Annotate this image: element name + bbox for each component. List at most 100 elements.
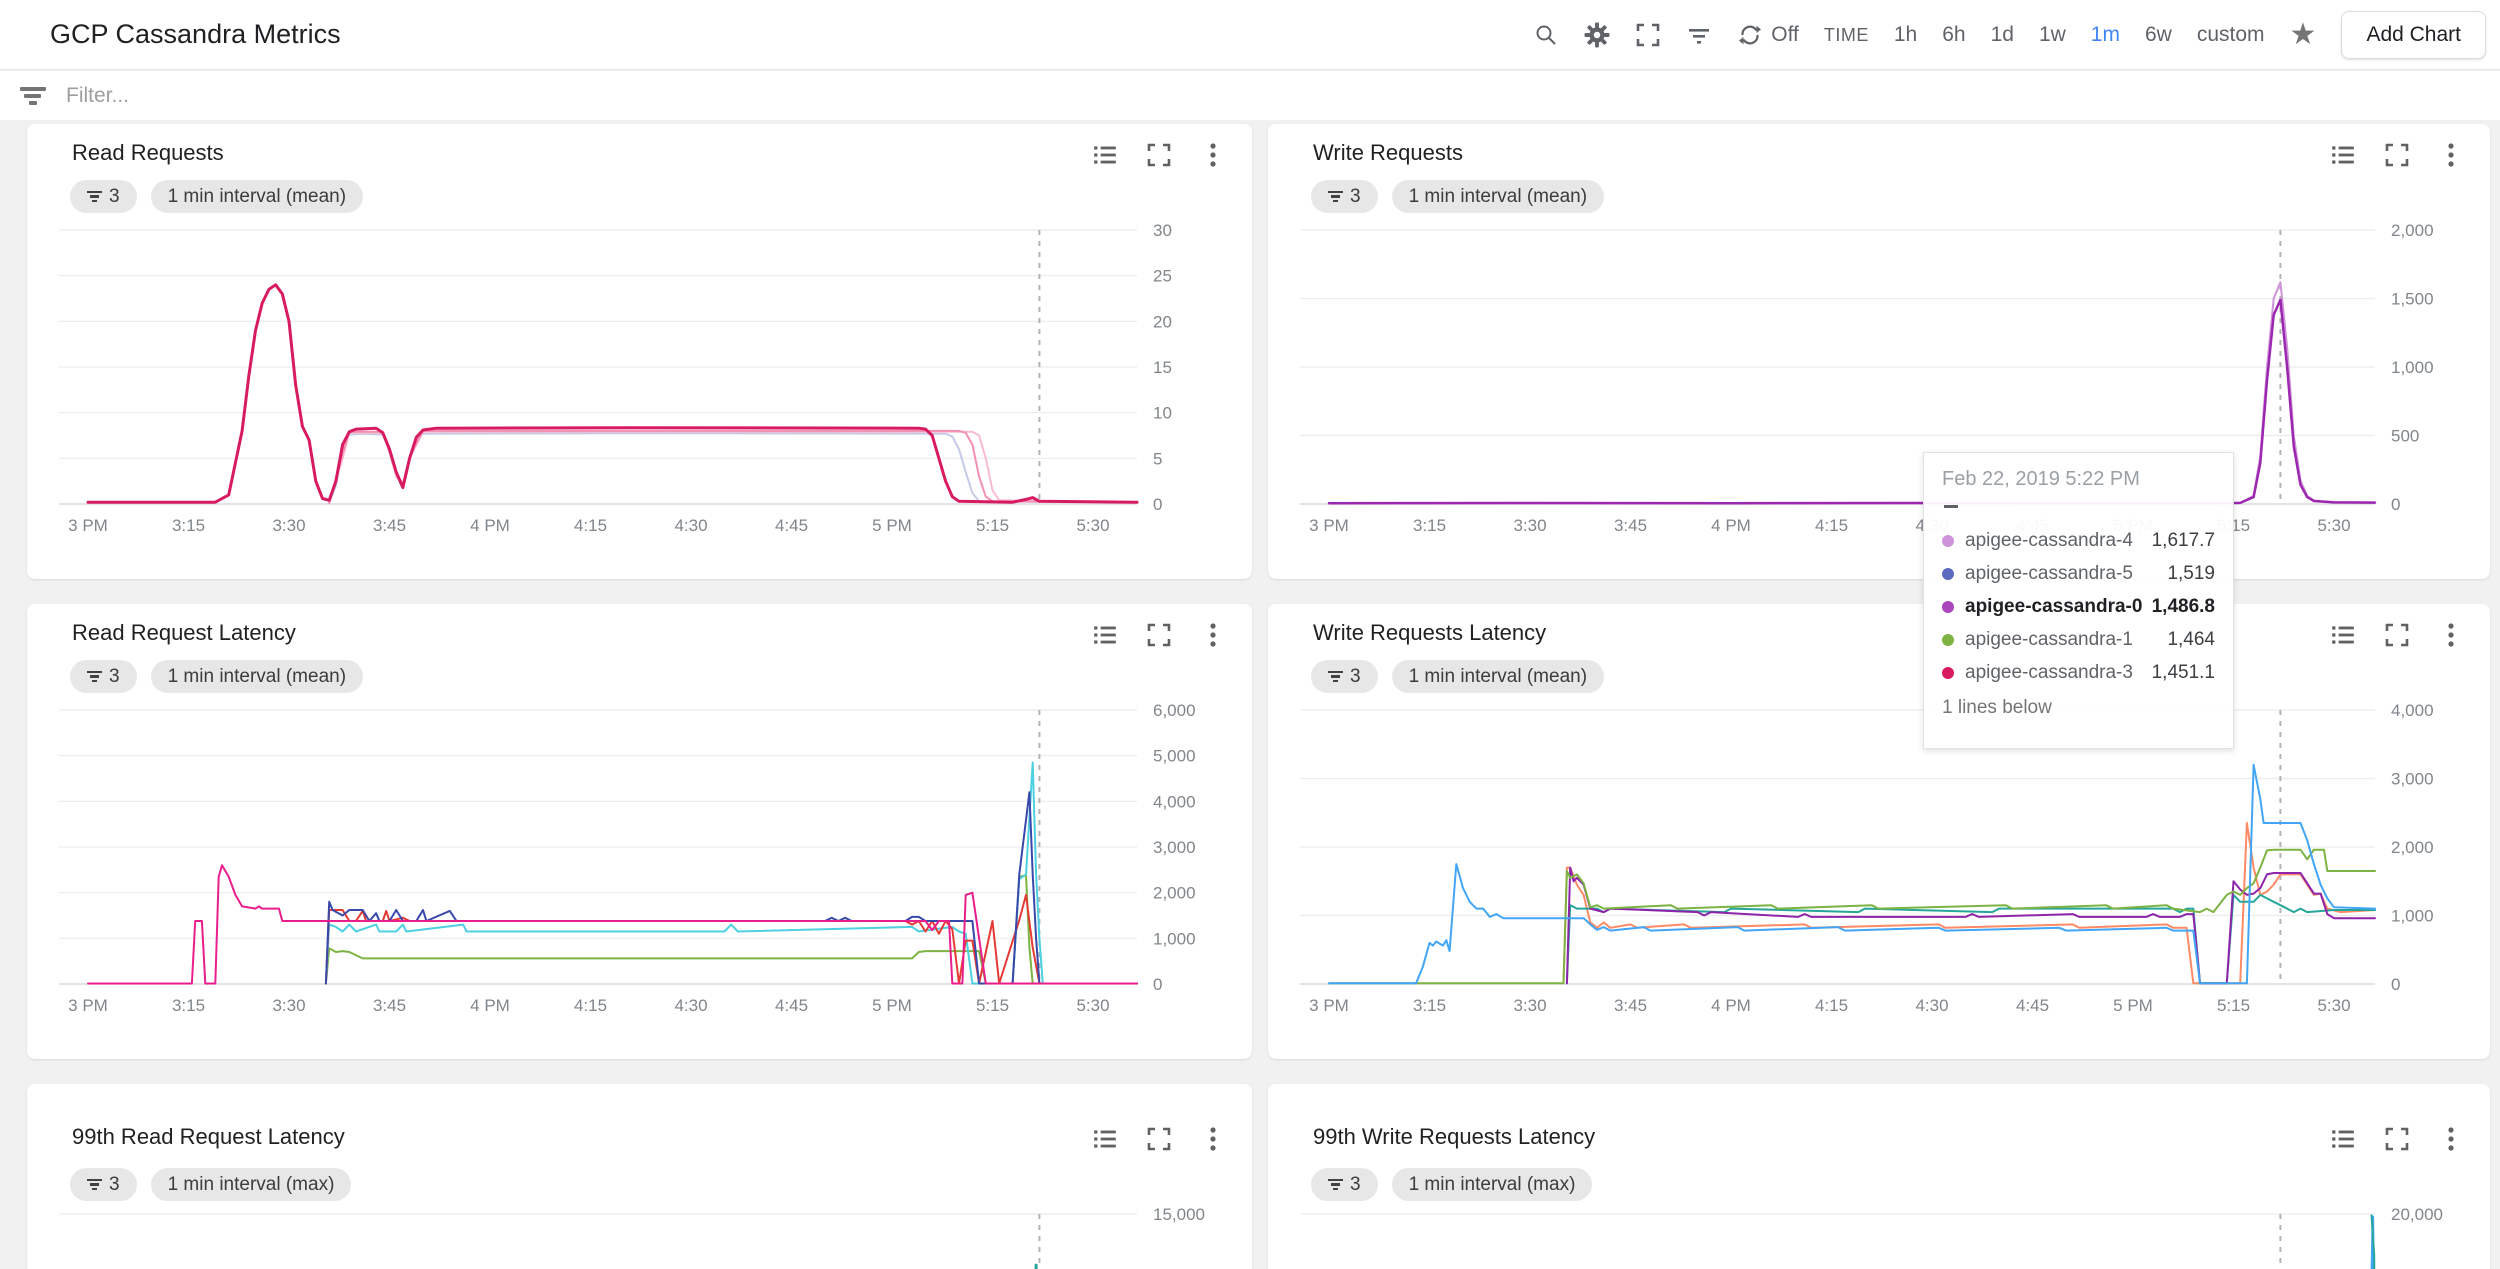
series-green [1328,848,2376,985]
x-tick-label: 4:30 [674,996,707,1015]
series-value: 1,617.7 [2151,529,2215,551]
x-tick-label: 5 PM [2113,996,2153,1015]
chart-plot-area[interactable]: 0 1,000 2,000 3,000 4,000 3 PM 3:15 3:30 3:45 4 P… [1268,604,2490,1059]
tooltip-timestamp: Feb 22, 2019 5:22 PM [1942,468,2140,490]
interval-chip[interactable]: 1 min interval (mean) [150,660,364,693]
expand-chart-icon[interactable] [1146,1126,1172,1152]
range-1m[interactable]: 1m [2090,23,2120,46]
expand-chart-icon[interactable] [1146,622,1172,648]
legend-list-icon[interactable] [2330,142,2356,168]
interval-chip[interactable]: 1 min interval (mean) [1391,180,1605,213]
more-options-icon[interactable] [2438,622,2464,648]
chart-card-99th-write-requests-latency: 99th Write Requests Latency 3 1 min inte… [1268,1084,2490,1269]
x-tick-label: 4 PM [470,516,510,535]
y-tick-label: 0 [2391,975,2400,994]
more-options-icon[interactable] [2438,142,2464,168]
tooltip-series-dash [1944,505,1958,508]
tooltip-row: apigee-cassandra-3 1,451.1 [1942,656,2215,689]
legend-list-icon[interactable] [1092,622,1118,648]
fullscreen-icon[interactable] [1635,22,1661,48]
y-tick-label: 20,000 [2391,1205,2443,1224]
y-tick-label: 20 [1153,312,1172,331]
more-options-icon[interactable] [1200,622,1226,648]
chart-plot-area[interactable]: 0 1,000 2,000 3,000 4,000 5,000 6,000 3 PM 3:15 3… [27,604,1252,1059]
range-6w[interactable]: 6w [2144,23,2172,46]
chart-hover-tooltip: Feb 22, 2019 5:22 PM apigee-cassandra-4 … [1923,452,2234,749]
interval-chip[interactable]: 1 min interval (max) [150,1168,352,1201]
y-tick-label: 15,000 [1153,1205,1205,1224]
more-options-icon[interactable] [1200,142,1226,168]
series-skyblue [1328,763,2376,985]
chip-funnel-icon [1328,190,1343,203]
range-1w[interactable]: 1w [2038,23,2066,46]
chart-card-write-requests: Write Requests 3 1 min interval (mean) 0… [1268,124,2490,579]
add-chart-button[interactable]: Add Chart [2341,11,2486,59]
series-color-dot [1942,534,1954,547]
interval-chip[interactable]: 1 min interval (mean) [150,180,364,213]
x-tick-label: 4:15 [1815,516,1848,535]
y-tick-label: 500 [2391,427,2419,446]
interval-chip[interactable]: 1 min interval (mean) [1391,660,1605,693]
expand-chart-icon[interactable] [2384,622,2410,648]
legend-list-icon[interactable] [2330,1126,2356,1152]
more-options-icon[interactable] [2438,1126,2464,1152]
x-tick-label: 3:45 [373,516,406,535]
x-tick-label: 4:45 [775,996,808,1015]
series-color-dot [1942,600,1954,613]
filter-input[interactable] [66,83,666,108]
y-tick-label: 1,000 [2391,907,2434,926]
filter-count-chip[interactable]: 3 [1311,180,1378,213]
series-name: apigee-cassandra-0 [1965,595,2143,617]
series-value: 1,486.8 [2151,595,2215,617]
range-1h[interactable]: 1h [1893,23,1918,46]
legend-list-icon[interactable] [1092,1126,1118,1152]
y-tick-label: 4,000 [2391,701,2434,720]
y-tick-label: 0 [2391,495,2400,514]
y-tick-label: 0 [1153,495,1162,514]
more-options-icon[interactable] [1200,1126,1226,1152]
filter-lines-icon[interactable] [1686,22,1712,48]
expand-chart-icon[interactable] [2384,1126,2410,1152]
filter-count-chip[interactable]: 3 [1311,1168,1378,1201]
y-tick-label: 1,000 [1153,929,1196,948]
legend-list-icon[interactable] [2330,622,2356,648]
x-tick-label: 5:30 [1076,996,1109,1015]
range-1d[interactable]: 1d [1990,23,2014,46]
expand-chart-icon[interactable] [2384,142,2410,168]
x-tick-label: 3 PM [68,996,108,1015]
y-tick-label: 25 [1153,267,1172,286]
legend-list-icon[interactable] [1092,142,1118,168]
series-purple [1565,866,2376,985]
x-tick-label: 3:30 [1513,996,1546,1015]
interval-chip[interactable]: 1 min interval (max) [1391,1168,1593,1201]
series-crimson [86,283,1139,504]
y-tick-label: 1,500 [2391,290,2434,309]
chart-plot-area[interactable]: 0 5 10 15 20 25 30 3 PM 3:15 3:30 3:45 4 PM 4:15 4:30… [27,124,1252,579]
filter-bar [0,71,2500,120]
refresh-off-label: Off [1771,23,1799,46]
expand-chart-icon[interactable] [1146,142,1172,168]
filter-count-chip[interactable]: 3 [70,180,137,213]
filter-count-chip[interactable]: 3 [70,1168,137,1201]
y-tick-label: 6,000 [1153,701,1196,720]
x-tick-label: 4 PM [1711,516,1751,535]
search-icon[interactable] [1533,22,1559,48]
x-tick-label: 4:15 [574,996,607,1015]
filter-count-chip[interactable]: 3 [70,660,137,693]
auto-refresh-toggle[interactable]: Off [1737,22,1799,48]
refresh-icon [1737,22,1763,48]
range-6h[interactable]: 6h [1942,23,1966,46]
range-custom[interactable]: custom [2196,23,2265,46]
settings-gear-icon[interactable] [1584,22,1610,48]
star-icon[interactable]: ★ [2289,18,2317,51]
filter-count-chip[interactable]: 3 [1311,660,1378,693]
y-tick-label: 15 [1153,358,1172,377]
x-tick-label: 4:30 [674,516,707,535]
chart-card-read-request-latency: Read Request Latency 3 1 min interval (m… [27,604,1252,1059]
x-tick-label: 5:15 [976,996,1009,1015]
chart-card-99th-read-request-latency: 99th Read Request Latency 3 1 min interv… [27,1084,1252,1269]
chart-title: Write Requests Latency [1313,620,1547,645]
x-tick-label: 3:30 [1513,516,1546,535]
